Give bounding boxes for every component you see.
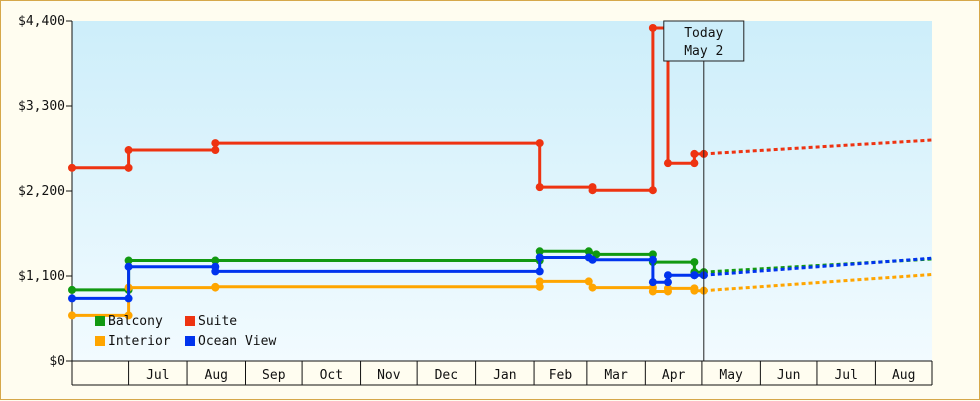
x-tick-label: Nov <box>377 368 401 383</box>
data-point-suite <box>690 149 699 158</box>
data-point-ocean-view <box>648 278 657 287</box>
data-point-suite <box>690 159 699 168</box>
data-point-ocean-view <box>68 294 76 303</box>
data-point-balcony <box>690 258 699 267</box>
legend-swatch-suite <box>185 316 195 326</box>
forecast-line-interior <box>703 273 933 293</box>
data-point-suite <box>663 159 672 168</box>
legend-label-ocean-view: Ocean View <box>198 334 276 349</box>
y-tick-label: $2,200 <box>18 184 65 199</box>
forecast-line-suite <box>703 138 933 156</box>
data-point-suite <box>124 163 133 172</box>
legend-swatch-ocean-view <box>185 336 195 346</box>
y-tick-label: $3,300 <box>18 99 65 114</box>
data-point-suite <box>124 146 133 155</box>
series-lines <box>68 23 933 320</box>
y-tick-label: $0 <box>49 354 65 369</box>
legend-label-interior: Interior <box>108 334 171 349</box>
data-point-ocean-view <box>124 262 133 271</box>
data-point-ocean-view <box>588 255 597 264</box>
x-tick-label: Apr <box>662 368 686 383</box>
x-tick-label: Feb <box>549 368 573 383</box>
data-point-suite <box>535 183 544 192</box>
data-point-suite <box>68 163 76 172</box>
data-point-suite <box>648 23 657 32</box>
legend-label-balcony: Balcony <box>108 314 163 329</box>
x-tick-label: Sep <box>262 368 286 383</box>
data-point-interior <box>124 311 133 320</box>
x-tick-label: Aug <box>205 368 228 383</box>
data-point-ocean-view <box>663 278 672 287</box>
x-tick-label: Jun <box>777 368 800 383</box>
data-point-balcony <box>68 285 76 294</box>
x-tick-label: Jul <box>146 368 169 383</box>
x-tick-label: Jul <box>834 368 857 383</box>
x-tick-label: Jan <box>493 368 516 383</box>
series-suite <box>68 23 933 195</box>
data-point-interior <box>690 286 699 295</box>
data-point-balcony <box>584 247 593 256</box>
series-ocean-view <box>68 253 933 303</box>
data-point-ocean-view <box>535 267 544 276</box>
x-tick-label: May <box>719 368 743 383</box>
data-point-interior <box>211 282 220 291</box>
y-tick-label: $4,400 <box>18 14 65 29</box>
today-marker: Today May 2 <box>663 20 745 361</box>
legend-label-suite: Suite <box>198 314 237 329</box>
data-point-balcony <box>211 256 220 265</box>
data-point-ocean-view <box>211 267 220 276</box>
data-point-suite <box>588 186 597 195</box>
data-point-ocean-view <box>535 253 544 262</box>
x-tick-label: Aug <box>892 368 915 383</box>
today-label: Today <box>684 26 723 41</box>
data-point-ocean-view <box>648 255 657 264</box>
data-point-interior <box>663 284 672 293</box>
legend-swatch-balcony <box>95 316 105 326</box>
data-point-balcony <box>124 256 133 265</box>
data-point-ocean-view <box>663 271 672 280</box>
plot-area <box>72 21 932 361</box>
data-point-interior <box>535 277 544 286</box>
data-point-interior <box>584 277 593 286</box>
series-interior <box>68 273 933 320</box>
legend-swatch-interior <box>95 336 105 346</box>
data-point-balcony <box>535 247 544 256</box>
data-point-interior <box>68 311 76 320</box>
data-point-suite <box>648 186 657 195</box>
x-tick-label: Oct <box>320 368 343 383</box>
data-point-suite <box>211 139 220 148</box>
y-tick-label: $1,100 <box>18 269 65 284</box>
data-point-suite <box>535 139 544 148</box>
today-label-box <box>663 20 745 62</box>
legend: Balcony Suite Interior Ocean View <box>95 314 276 349</box>
data-point-suite <box>211 146 220 155</box>
data-point-interior <box>648 287 657 296</box>
y-axis: $0 $1,100 $2,200 $3,300 $4,400 <box>18 14 73 369</box>
today-date: May 2 <box>684 44 723 59</box>
forecast-line-ocean-view <box>703 256 933 277</box>
data-point-ocean-view <box>690 271 699 280</box>
x-axis: Jul Aug Sep Oct Nov Dec Jan Feb Mar Apr May Jun Jul A… <box>71 360 933 386</box>
x-tick-label: Dec <box>435 368 458 383</box>
data-point-interior <box>588 283 597 292</box>
x-tick-label: Mar <box>604 368 628 383</box>
data-point-ocean-view <box>124 294 133 303</box>
